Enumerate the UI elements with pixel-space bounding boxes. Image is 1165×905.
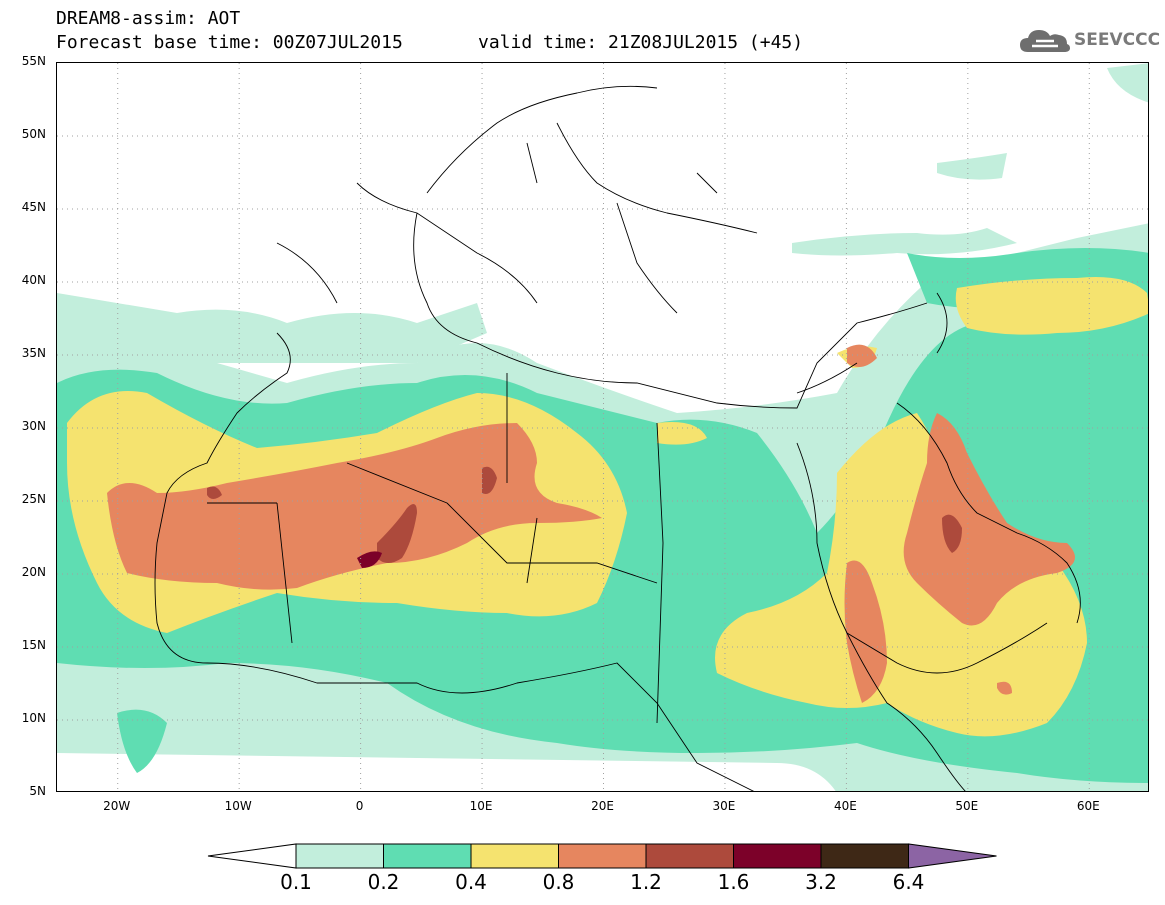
colorbar-under-arrow xyxy=(207,843,297,869)
colorbar-label: 0.8 xyxy=(542,870,575,894)
map-canvas xyxy=(57,63,1148,791)
latitude-label: 45N xyxy=(21,200,46,214)
longitude-label: 10E xyxy=(469,799,493,813)
latitude-label: 55N xyxy=(21,54,46,68)
latitude-label: 40N xyxy=(21,273,46,287)
map-title: DREAM8-assim: AOT xyxy=(56,8,241,29)
longitude-label: 50E xyxy=(955,799,979,813)
cloud-icon xyxy=(1020,30,1070,52)
forecast-base-time: Forecast base time: 00Z07JUL2015 xyxy=(56,32,403,53)
colorbar-swatch xyxy=(733,843,822,869)
aot-map xyxy=(56,62,1149,792)
latitude-label: 20N xyxy=(21,565,46,579)
latitude-label: 5N xyxy=(29,784,46,798)
colorbar-label: 0.4 xyxy=(455,870,487,894)
longitude-label: 60E xyxy=(1076,799,1100,813)
latitude-label: 25N xyxy=(21,492,46,506)
colorbar-label: 6.4 xyxy=(892,870,925,894)
seevccc-logo: SEEVCCC xyxy=(1018,24,1160,58)
colorbar-label: 0.1 xyxy=(280,870,312,894)
colorbar-label: 1.2 xyxy=(630,870,662,894)
longitude-label: 20E xyxy=(591,799,614,813)
country-borders xyxy=(154,85,1081,791)
valid-time: valid time: 21Z08JUL2015 (+45) xyxy=(478,32,804,53)
colorbar-over-arrow xyxy=(908,843,997,869)
lat-lon-grid xyxy=(57,63,1148,791)
longitude-label: 40E xyxy=(833,799,857,813)
aot-contour-1.2 xyxy=(207,466,962,563)
latitude-label: 35N xyxy=(21,346,46,360)
longitude-label: 20W xyxy=(103,799,131,813)
longitude-label: 10W xyxy=(224,799,252,813)
colorbar-swatch xyxy=(645,843,734,869)
colorbar-swatch xyxy=(383,843,472,869)
colorbar-swatch xyxy=(820,843,909,869)
colorbar-label: 3.2 xyxy=(805,870,837,894)
longitude-label: 30E xyxy=(712,799,736,813)
colorbar-swatch xyxy=(295,843,384,869)
logo-text: SEEVCCC xyxy=(1074,30,1161,50)
longitude-label: 0 xyxy=(355,799,364,813)
colorbar-label: 0.2 xyxy=(367,870,400,894)
latitude-label: 30N xyxy=(21,419,46,433)
colorbar-label: 1.6 xyxy=(717,870,750,894)
latitude-label: 15N xyxy=(21,638,46,652)
colorbar-swatch xyxy=(558,843,647,869)
colorbar-swatch xyxy=(470,843,559,869)
latitude-label: 10N xyxy=(21,711,46,725)
aot-contour-1.6 xyxy=(357,551,382,568)
latitude-label: 50N xyxy=(21,127,46,141)
